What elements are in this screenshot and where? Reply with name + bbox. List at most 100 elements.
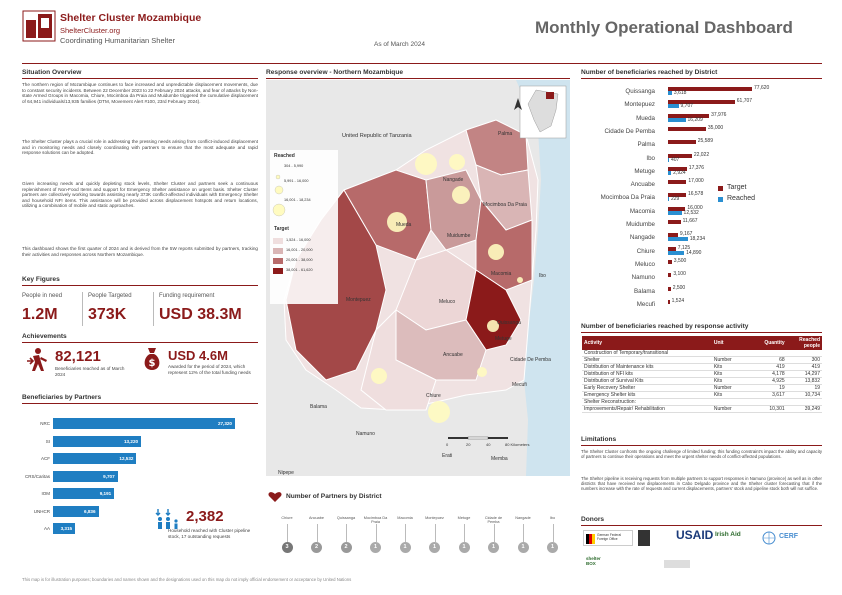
map-label-ibo: Ibo bbox=[539, 273, 546, 279]
district-label: Meluco bbox=[635, 260, 655, 268]
map-label-ancuabe: Ancuabe bbox=[443, 352, 463, 358]
activity-cell: 39,249 bbox=[786, 405, 822, 413]
district-target-value: 22,022 bbox=[693, 151, 710, 158]
family-icon bbox=[155, 508, 181, 530]
funding-label: Funding requirement bbox=[159, 293, 215, 299]
scale-label-0: 0 bbox=[446, 442, 449, 447]
partners-district-label: Metuge bbox=[457, 516, 471, 520]
district-target-bar bbox=[668, 87, 752, 91]
activity-cell: 19 bbox=[786, 384, 822, 392]
activity-cell: Improvements/Repair/ Rehabilitation bbox=[582, 405, 712, 413]
activity-cell: Kits bbox=[711, 363, 752, 371]
activity-cell: Shelter Reconstruction: bbox=[582, 398, 712, 406]
map-legend-reached-3: 16,001 - 18,234 bbox=[284, 198, 311, 202]
situation-title: Situation Overview bbox=[22, 69, 82, 76]
partners-district-count: 1 bbox=[517, 542, 529, 553]
map-divider bbox=[266, 78, 570, 79]
district-chart-divider bbox=[581, 78, 822, 79]
reached-text: Beneficiaries reached as of March 2024 bbox=[55, 366, 125, 377]
district-target-value: 35,000 bbox=[707, 124, 724, 131]
activity-cell: Emergency Shelter kits bbox=[582, 391, 712, 399]
partner-label: AA bbox=[43, 526, 50, 531]
activity-cell bbox=[711, 398, 752, 406]
partners-district-stem bbox=[552, 524, 553, 542]
partners-district-stem bbox=[405, 524, 406, 542]
partners-district-label: Quissanga bbox=[336, 516, 356, 520]
partners-district-count: 2 bbox=[340, 542, 352, 553]
activity-cell: Number bbox=[711, 356, 752, 364]
partners-chart-divider bbox=[22, 403, 258, 404]
activity-row: Shelter Number 68 300 bbox=[582, 356, 822, 364]
map-title: Response overview - Northern Mozambique bbox=[266, 69, 404, 76]
partners-district-stem bbox=[464, 524, 465, 542]
key-figures-divider bbox=[22, 285, 258, 286]
activity-divider bbox=[581, 332, 822, 333]
map-label-meluco: Meluco bbox=[439, 299, 456, 305]
district-chiure bbox=[360, 308, 437, 411]
map-label-chiure: Chiure bbox=[426, 393, 441, 399]
donors-title: Donors bbox=[581, 516, 605, 523]
partners-district-label: Ibo bbox=[549, 516, 556, 520]
limitations-p2: The Shelter pipeline is receiving reques… bbox=[581, 476, 822, 492]
map-label-metuge: Metuge bbox=[495, 336, 512, 342]
scale-label-80: 80 Kilometers bbox=[505, 442, 530, 447]
district-reached-value: 9,707 bbox=[680, 103, 694, 110]
activity-cell bbox=[786, 350, 822, 357]
partners-district-label: Cidade de Pemba bbox=[484, 516, 503, 524]
activity-cell: Kits bbox=[711, 377, 752, 385]
district-target-value: 3,100 bbox=[673, 271, 686, 278]
donors-divider bbox=[581, 525, 822, 526]
district-reached-bar bbox=[668, 157, 669, 162]
map-label-nipepe: Nipepe bbox=[278, 470, 294, 476]
header-divider bbox=[22, 63, 822, 64]
district-label: Muidumbe bbox=[626, 221, 655, 228]
handshake-icon bbox=[268, 490, 282, 502]
district-label: Macomia bbox=[629, 207, 655, 215]
org-url[interactable]: ShelterCluster.org bbox=[60, 26, 121, 35]
partners-district-label: Chiure bbox=[281, 516, 293, 520]
district-target-bar bbox=[668, 299, 670, 304]
partner-label: NRC bbox=[40, 421, 50, 426]
partners-district-label: Mocimboa Da Praia bbox=[363, 516, 388, 524]
district-target-value: 16,000 bbox=[687, 204, 703, 211]
district-target-bar bbox=[668, 273, 672, 278]
district-target-value: 7,125 bbox=[677, 244, 691, 251]
partners-district-label: Nangade bbox=[515, 516, 531, 520]
pipeline-value: 2,382 bbox=[186, 508, 224, 525]
activity-row: Early Recovery Shelter Number 19 19 bbox=[582, 384, 822, 392]
activity-cell: Number bbox=[711, 405, 752, 413]
map-label-memba: Memba bbox=[491, 456, 508, 462]
map-legend-target-title: Target bbox=[274, 226, 289, 232]
kf-separator bbox=[153, 292, 154, 326]
reached-value: 82,121 bbox=[55, 348, 101, 365]
district-target-bar bbox=[668, 180, 687, 185]
district-label: Quissanga bbox=[625, 88, 655, 95]
partners-district-count: 1 bbox=[399, 542, 411, 553]
map-legend-reached-2: 5,991 - 16,000 bbox=[284, 179, 309, 183]
partner-bar-value: 9,707 bbox=[103, 473, 115, 479]
partners-district-stem bbox=[375, 524, 376, 542]
response-map[interactable] bbox=[266, 80, 570, 476]
awarded-text: Awarded for the period of 2024, which re… bbox=[168, 364, 251, 375]
partner-bar-value: 6,836 bbox=[84, 508, 96, 514]
partners-district-count: 1 bbox=[370, 542, 381, 553]
partners-district-label: Ancuabe bbox=[309, 516, 324, 520]
district-target-value: 17,000 bbox=[688, 178, 704, 185]
district-target-bar bbox=[668, 286, 671, 291]
situation-divider bbox=[22, 78, 258, 79]
activity-table-wrap: Activity Unit Quantity Reached people Co… bbox=[582, 336, 822, 413]
page-title: Monthly Operational Dashboard bbox=[535, 18, 793, 37]
shelter-cluster-logo bbox=[22, 10, 56, 42]
district-target-bar bbox=[668, 206, 686, 211]
legend-target-label: Target bbox=[727, 184, 747, 191]
partners-district-count: 3 bbox=[281, 542, 293, 553]
as-of-date: As of March 2024 bbox=[374, 41, 425, 48]
district-label: Cidade De Pemba bbox=[604, 127, 655, 135]
partner-bar-value: 9,191 bbox=[99, 491, 112, 496]
activity-row: Distribution of Survival Kits Kits 4,925 13… bbox=[582, 377, 822, 385]
partner-bar-value: 3,315 bbox=[60, 526, 73, 531]
district-target-bar bbox=[668, 220, 681, 224]
partners-district-label: Macomia bbox=[397, 516, 413, 520]
activity-row: Construction of Temporary/transitional bbox=[582, 350, 822, 357]
partner-label: CRS/Caritas bbox=[24, 473, 50, 479]
